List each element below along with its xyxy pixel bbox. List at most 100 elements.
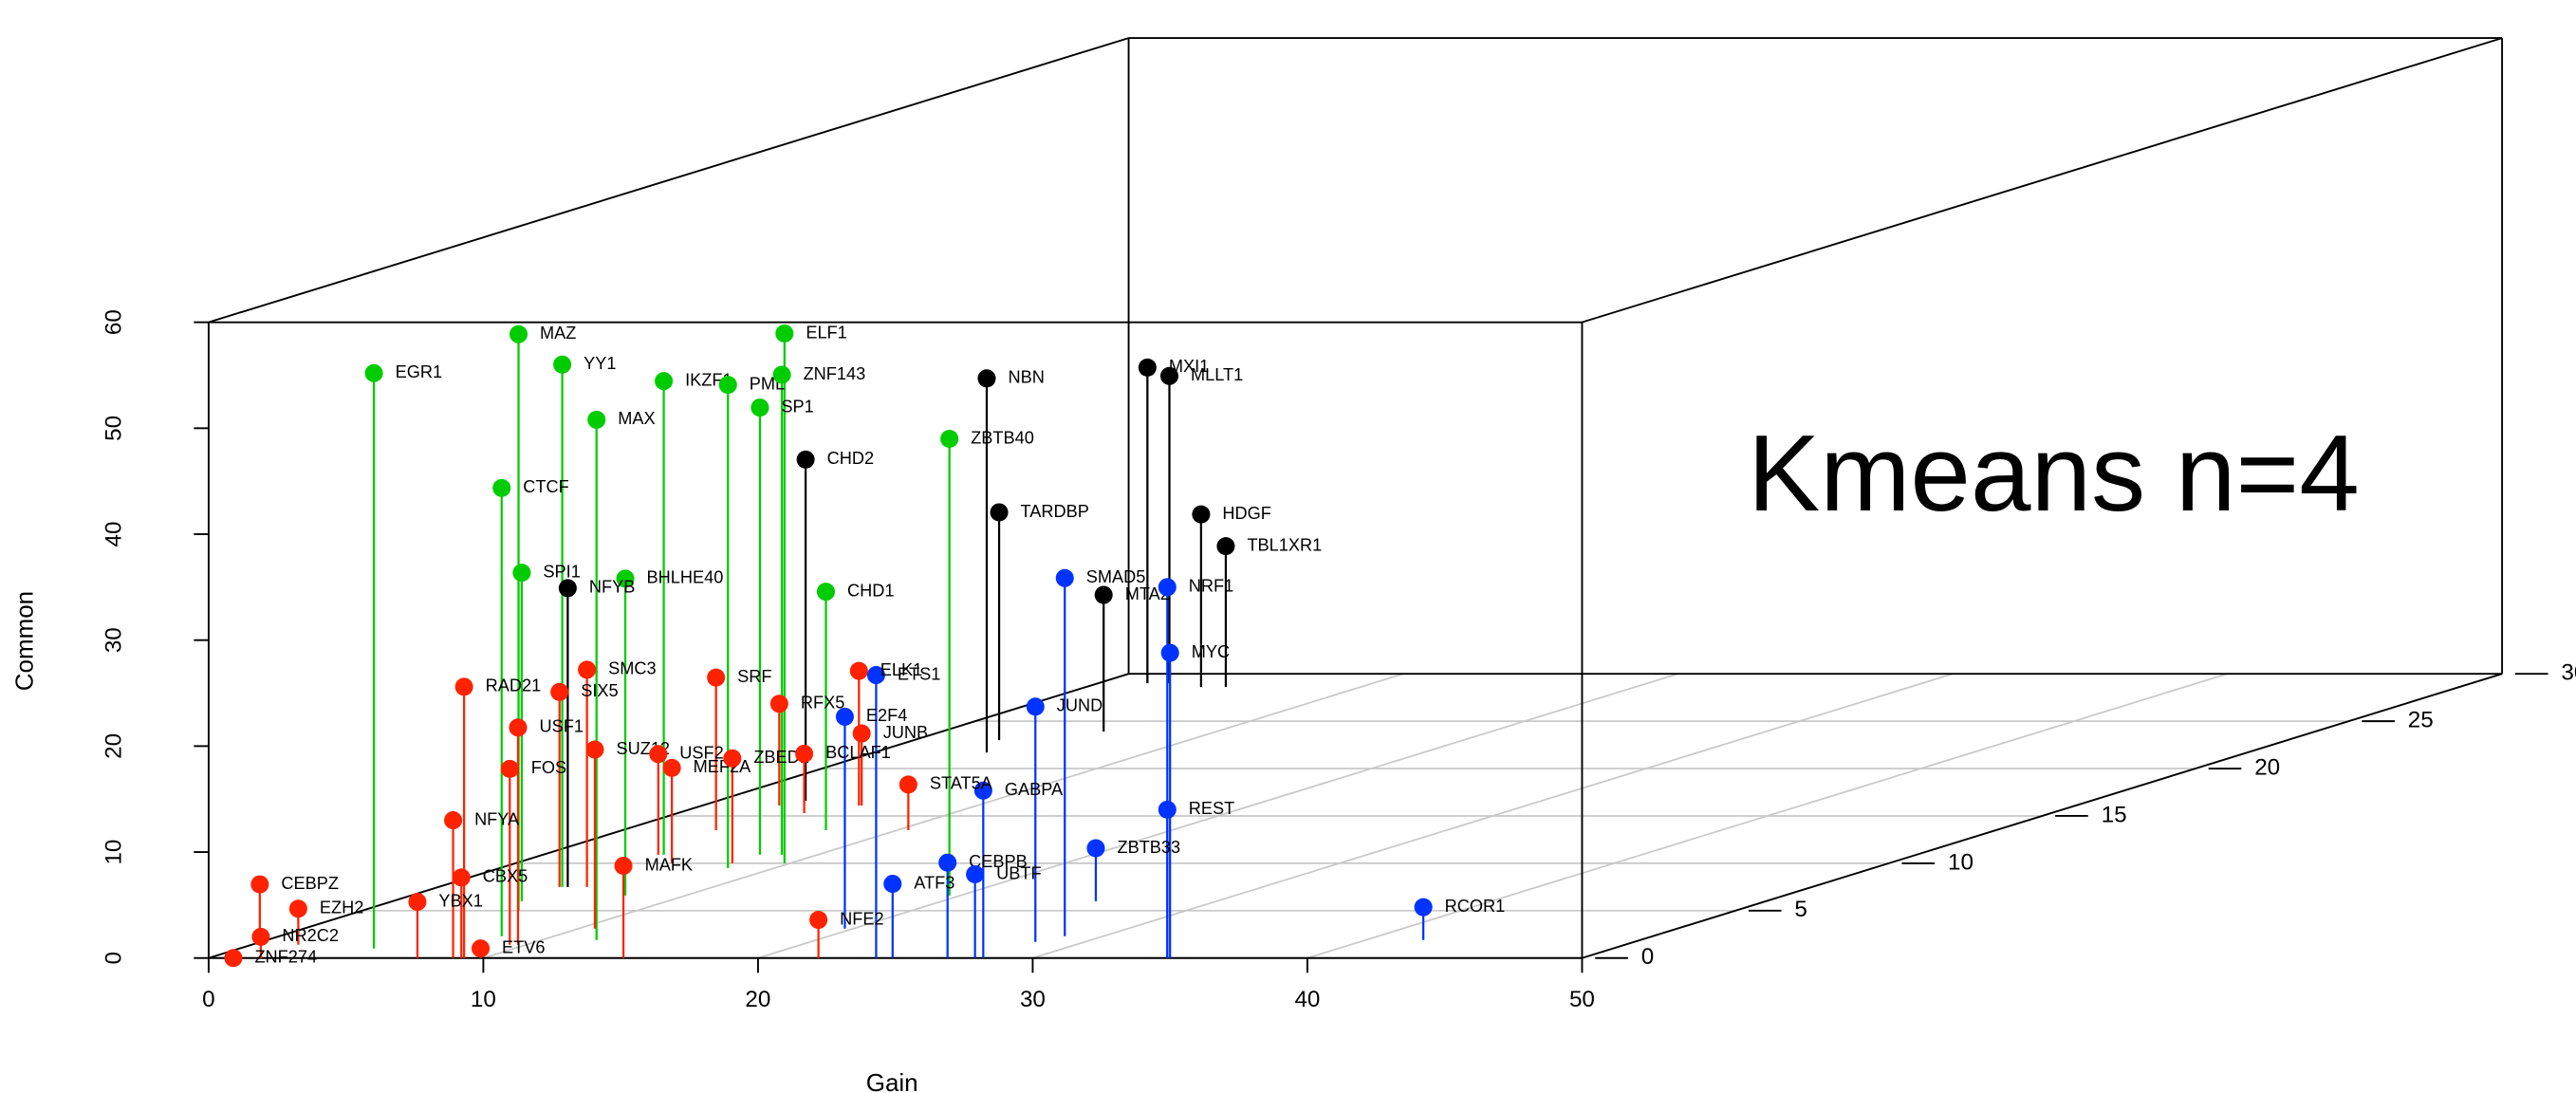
point	[1138, 358, 1157, 377]
point-label: MAX	[618, 409, 655, 428]
point	[849, 661, 868, 680]
point-label: CHD1	[847, 581, 894, 600]
box-edge	[208, 673, 1129, 959]
point-label: MLLT1	[1191, 365, 1243, 384]
point-label: SMC3	[608, 659, 657, 678]
point-label: YBX1	[438, 891, 482, 910]
point-label: CTCF	[523, 477, 568, 496]
point-label: STAT5A	[930, 774, 993, 793]
point-label: NFYB	[589, 578, 635, 597]
point-label: HDGF	[1222, 504, 1270, 523]
point-label: RFX5	[801, 694, 844, 713]
point	[1160, 643, 1179, 662]
point	[775, 324, 794, 343]
point	[938, 853, 957, 872]
x-tick-label: 20	[745, 987, 770, 1012]
point	[973, 781, 992, 800]
point-label: NFYA	[474, 809, 520, 828]
point	[662, 758, 681, 777]
point	[977, 369, 996, 388]
point-label: EGR1	[396, 362, 443, 381]
y-tick-label: 10	[1948, 849, 1974, 875]
point-label: GABPA	[1005, 780, 1064, 799]
point-label: TBL1XR1	[1247, 535, 1322, 554]
point-label: RAD21	[486, 676, 542, 695]
point	[558, 579, 577, 598]
point-label: CBX5	[483, 867, 528, 886]
point-label: MAFK	[645, 855, 693, 874]
z-tick-label: 60	[102, 309, 127, 335]
point	[852, 724, 871, 743]
point-label: FOS	[531, 758, 566, 777]
point	[550, 682, 569, 701]
point	[899, 775, 917, 794]
z-tick-label: 40	[102, 522, 127, 547]
x-tick-label: 30	[1020, 987, 1046, 1012]
point	[990, 503, 1009, 522]
point	[578, 660, 597, 679]
point-label: MAZ	[540, 324, 576, 343]
point	[444, 811, 463, 830]
point-label: MXI1	[1169, 357, 1209, 376]
point	[1192, 505, 1211, 524]
point	[509, 718, 528, 737]
point-label: BCLAF1	[825, 743, 891, 762]
point	[796, 450, 815, 469]
z-tick-label: 50	[102, 416, 127, 441]
point	[769, 695, 788, 713]
point	[1094, 585, 1113, 604]
point-label: REST	[1189, 799, 1234, 818]
point-label: CHD2	[827, 449, 874, 468]
box-edge	[1582, 37, 2503, 324]
point-label: MEF2A	[694, 757, 751, 776]
point-label: SP1	[781, 397, 813, 416]
point	[471, 939, 491, 958]
x-tick-label: 10	[471, 987, 496, 1012]
x-tick-label: 0	[202, 987, 214, 1012]
z-tick-label: 20	[102, 733, 127, 759]
point	[587, 410, 606, 429]
point-label: EZH2	[320, 898, 363, 917]
point	[492, 478, 511, 497]
point	[616, 569, 635, 588]
point	[649, 745, 668, 764]
point-label: ETS1	[898, 664, 940, 683]
point-label: JUND	[1057, 696, 1103, 715]
point-label: MYC	[1192, 642, 1230, 661]
point	[614, 857, 633, 876]
point	[772, 365, 791, 384]
point	[288, 899, 307, 918]
point	[251, 927, 270, 946]
annotation: Kmeans n=4	[1748, 414, 2360, 534]
point-label: TARDBP	[1021, 502, 1089, 521]
point-label: USF2	[679, 744, 723, 763]
y-tick-label: 25	[2408, 708, 2434, 733]
y-tick-label: 20	[2254, 754, 2280, 780]
point-label: ETV6	[502, 937, 545, 956]
point-label: BHLHE40	[647, 568, 724, 587]
point-label: USF1	[539, 717, 583, 736]
point	[224, 949, 243, 968]
point-label: SRF	[737, 667, 771, 686]
point	[454, 677, 473, 696]
point	[1158, 578, 1177, 597]
point-label: ZBTB40	[971, 428, 1034, 447]
point	[408, 893, 427, 912]
point	[1055, 568, 1074, 587]
point-label: JUNB	[883, 723, 928, 742]
point	[500, 759, 519, 778]
point-label: SPI1	[543, 562, 580, 581]
point-label: E2F4	[866, 706, 907, 725]
box-edge	[208, 37, 1129, 324]
point-label: ZBTB33	[1117, 838, 1180, 857]
point	[510, 324, 528, 343]
z-axis-label: Common	[10, 591, 39, 691]
point	[723, 749, 742, 768]
point	[585, 740, 604, 759]
point-label: ZNF143	[804, 364, 866, 383]
point	[250, 875, 269, 894]
point	[1086, 839, 1105, 858]
x-axis-label: Gain	[866, 1068, 918, 1093]
point-label: NFE2	[840, 909, 883, 928]
